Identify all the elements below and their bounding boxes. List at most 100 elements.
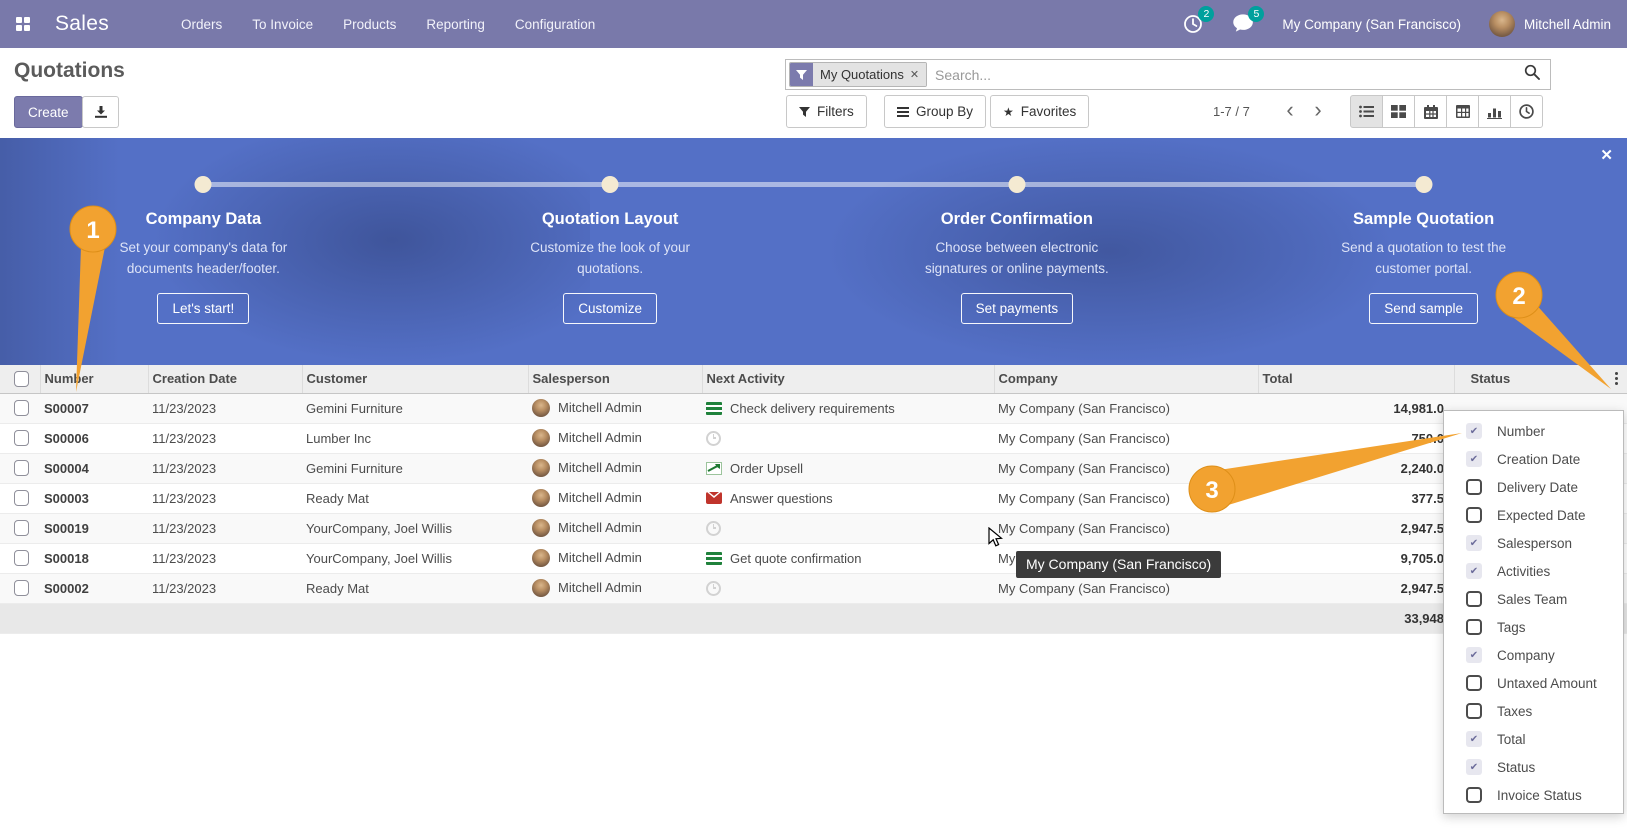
cell-creation-date[interactable]: 11/23/2023 (148, 483, 302, 514)
pivot-view-button[interactable] (1446, 95, 1479, 128)
user-menu[interactable]: Mitchell Admin (1523, 16, 1611, 32)
nav-item-configuration[interactable]: Configuration (514, 16, 596, 32)
cell-number[interactable]: S00007 (40, 393, 148, 424)
column-toggle-total[interactable]: Total (1444, 725, 1623, 753)
cell-customer[interactable]: YourCompany, Joel Willis (302, 513, 528, 544)
pager-next-button[interactable]: › (1314, 97, 1322, 122)
cell-number[interactable]: S00018 (40, 543, 148, 574)
column-header-next-activity[interactable]: Next Activity (702, 365, 995, 394)
column-toggle-status[interactable]: Status (1444, 753, 1623, 781)
cell-next-activity[interactable]: Answer questions (702, 483, 994, 514)
column-header-total[interactable]: Total (1258, 365, 1455, 394)
cell-number[interactable]: S00006 (40, 423, 148, 454)
table-row[interactable]: S00003 11/23/2023 Ready Mat Mitchell Adm… (0, 483, 1627, 514)
cell-creation-date[interactable]: 11/23/2023 (148, 423, 302, 454)
column-header-company[interactable]: Company (994, 365, 1259, 394)
row-checkbox[interactable] (14, 430, 29, 447)
cell-creation-date[interactable]: 11/23/2023 (148, 393, 302, 424)
table-row[interactable]: S00007 11/23/2023 Gemini Furniture Mitch… (0, 393, 1627, 424)
cell-customer[interactable]: YourCompany, Joel Willis (302, 543, 528, 574)
cell-creation-date[interactable]: 11/23/2023 (148, 543, 302, 574)
cell-salesperson[interactable]: Mitchell Admin (528, 573, 702, 604)
kanban-view-button[interactable] (1382, 95, 1415, 128)
activity-clock-icon[interactable] (706, 430, 721, 446)
column-header-status[interactable]: Status (1454, 365, 1627, 394)
graph-view-button[interactable] (1478, 95, 1511, 128)
row-checkbox[interactable] (14, 580, 29, 597)
activity-email-icon[interactable] (706, 491, 722, 504)
table-row[interactable]: S00004 11/23/2023 Gemini Furniture Mitch… (0, 453, 1627, 484)
cell-salesperson[interactable]: Mitchell Admin (528, 453, 702, 484)
cell-salesperson[interactable]: Mitchell Admin (528, 543, 702, 574)
company-switcher[interactable]: My Company (San Francisco) (1282, 16, 1461, 32)
column-toggle-untaxed-amount[interactable]: Untaxed Amount (1444, 669, 1623, 697)
column-toggle-expected-date[interactable]: Expected Date (1444, 501, 1623, 529)
nav-item-reporting[interactable]: Reporting (426, 16, 485, 32)
activity-tasks-icon[interactable] (706, 401, 722, 415)
cell-total[interactable]: 377.5 (1258, 483, 1454, 514)
column-toggle-taxes[interactable]: Taxes (1444, 697, 1623, 725)
banner-close-icon[interactable]: ✕ (1600, 147, 1613, 164)
cell-customer[interactable]: Gemini Furniture (302, 453, 528, 484)
user-avatar[interactable] (1488, 11, 1515, 37)
list-view-button[interactable] (1350, 95, 1383, 128)
cell-number[interactable]: S00019 (40, 513, 148, 544)
column-toggle-tags[interactable]: Tags (1444, 613, 1623, 641)
cell-customer[interactable]: Lumber Inc (302, 423, 528, 454)
cell-next-activity[interactable] (702, 513, 994, 544)
nav-item-to-invoice[interactable]: To Invoice (252, 16, 314, 32)
cell-next-activity[interactable]: Order Upsell (702, 453, 994, 484)
cell-salesperson[interactable]: Mitchell Admin (528, 423, 702, 454)
activities-clock-icon[interactable]: 2 (1182, 6, 1215, 35)
cell-total[interactable]: 2,947.5 (1258, 513, 1454, 544)
cell-total[interactable]: 9,705.0 (1258, 543, 1454, 574)
cell-total[interactable]: 2,240.0 (1258, 453, 1454, 484)
create-button[interactable]: Create (14, 96, 83, 128)
filters-button[interactable]: Filters (786, 95, 867, 128)
row-checkbox[interactable] (14, 550, 29, 567)
messages-icon[interactable]: 5 (1232, 6, 1265, 35)
cell-salesperson[interactable]: Mitchell Admin (528, 513, 702, 544)
column-toggle-creation-date[interactable]: Creation Date (1444, 445, 1623, 473)
cell-company[interactable]: My Company (San Francisco) (994, 453, 1258, 484)
column-toggle-activities[interactable]: Activities (1444, 557, 1623, 585)
cell-number[interactable]: S00004 (40, 453, 148, 484)
cell-next-activity[interactable] (702, 573, 994, 604)
cell-company[interactable]: My Company (San Francisco) (994, 423, 1258, 454)
pager-previous-button[interactable]: ‹ (1286, 97, 1294, 122)
cell-customer[interactable]: Ready Mat (302, 483, 528, 514)
column-header-number[interactable]: Number (40, 365, 149, 394)
row-checkbox[interactable] (14, 520, 29, 537)
cell-creation-date[interactable]: 11/23/2023 (148, 513, 302, 544)
facet-remove-icon[interactable]: ✕ (909, 69, 920, 81)
table-row[interactable]: S00018 11/23/2023 YourCompany, Joel Will… (0, 543, 1627, 574)
search-input[interactable] (935, 66, 1524, 83)
nav-item-orders[interactable]: Orders (181, 16, 223, 32)
column-toggle-number[interactable]: Number (1444, 417, 1623, 445)
row-checkbox[interactable] (14, 460, 29, 477)
cell-next-activity[interactable] (702, 423, 994, 454)
cell-next-activity[interactable]: Get quote confirmation (702, 543, 994, 574)
column-toggle-sales-team[interactable]: Sales Team (1444, 585, 1623, 613)
search-bar[interactable]: My Quotations ✕ (785, 59, 1551, 90)
activity-view-button[interactable] (1510, 95, 1543, 128)
app-name[interactable]: Sales (55, 12, 110, 35)
export-button[interactable] (82, 96, 119, 128)
cell-number[interactable]: S00003 (40, 483, 148, 514)
cell-salesperson[interactable]: Mitchell Admin (528, 393, 702, 424)
column-header-salesperson[interactable]: Salesperson (528, 365, 703, 394)
cell-number[interactable]: S00002 (40, 573, 148, 604)
table-row[interactable]: S00002 11/23/2023 Ready Mat Mitchell Adm… (0, 573, 1627, 604)
optional-columns-icon[interactable] (1615, 377, 1618, 381)
customize-button[interactable]: Customize (563, 292, 658, 324)
column-toggle-delivery-date[interactable]: Delivery Date (1444, 473, 1623, 501)
column-header-creation-date[interactable]: Creation Date (148, 365, 303, 394)
row-checkbox[interactable] (14, 490, 29, 507)
nav-item-products[interactable]: Products (343, 16, 397, 32)
apps-menu-icon[interactable] (16, 16, 31, 32)
send-sample-button[interactable]: Send sample (1369, 292, 1479, 324)
activity-upsell-icon[interactable] (706, 461, 722, 475)
cell-total[interactable]: 2,947.5 (1258, 573, 1454, 604)
table-row[interactable]: S00006 11/23/2023 Lumber Inc Mitchell Ad… (0, 423, 1627, 454)
favorites-button[interactable]: ★ Favorites (990, 95, 1090, 128)
